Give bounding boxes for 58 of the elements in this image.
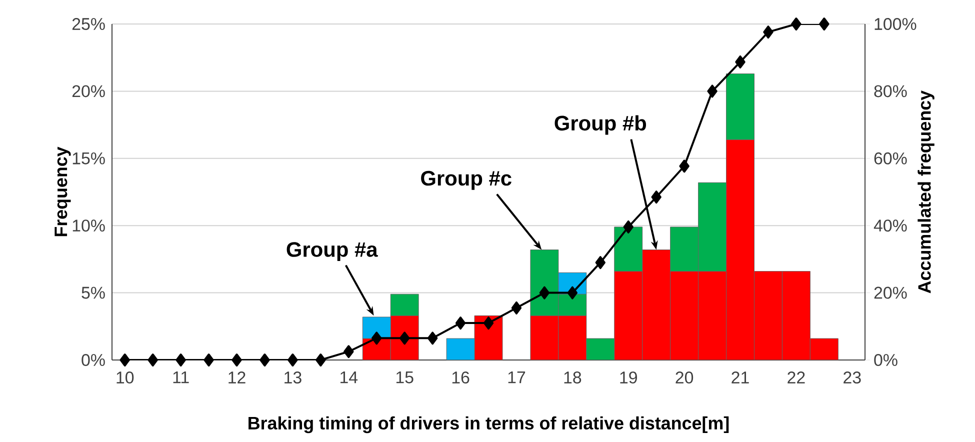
- y-axis-title: Frequency: [54, 146, 71, 236]
- y2-tick-label: 60%: [874, 152, 907, 164]
- point: [819, 18, 830, 30]
- point: [232, 354, 242, 366]
- point: [372, 332, 382, 345]
- y2-tick-label: 80%: [874, 85, 907, 98]
- point: [595, 256, 606, 270]
- point: [763, 26, 774, 39]
- point: [483, 316, 494, 330]
- annotation: Group #a: [286, 242, 378, 262]
- point: [204, 354, 214, 366]
- x-tick-label: 17: [508, 372, 526, 384]
- point: [791, 18, 802, 30]
- x-tick-label: 23: [844, 372, 861, 384]
- x-tick-label: 12: [228, 372, 246, 384]
- point: [316, 354, 326, 366]
- x-tick-label: 11: [173, 372, 189, 384]
- point: [511, 301, 522, 314]
- x-tick-label: 16: [452, 372, 470, 384]
- y2-tick-label: 40%: [874, 220, 907, 232]
- x-tick-label: 14: [340, 372, 358, 384]
- point: [539, 286, 550, 300]
- point: [120, 354, 130, 366]
- point: [260, 354, 270, 366]
- x-axis-title: Braking timing of drivers in terms of relative distance[m]: [248, 416, 729, 434]
- y-tick-label: 5%: [82, 286, 105, 299]
- x-tick-label: 22: [788, 372, 805, 384]
- point: [344, 345, 354, 358]
- y-tick-label: 25%: [72, 18, 105, 30]
- point: [707, 84, 718, 98]
- y2-tick-label: 0%: [874, 354, 898, 366]
- x-tick-label: 21: [732, 372, 749, 384]
- y2-tick-label: 100%: [874, 18, 916, 30]
- y2-axis-title: Accumulated frequency: [918, 90, 934, 294]
- point: [427, 332, 438, 345]
- y-tick-label: 20%: [72, 85, 105, 98]
- y-tick-label: 15%: [72, 152, 105, 164]
- x-tick-label: 13: [284, 372, 302, 384]
- annotation: Group #c: [421, 170, 512, 190]
- point: [651, 190, 662, 204]
- x-tick-label: 18: [564, 372, 582, 384]
- point: [148, 354, 158, 366]
- annotation: Group #b: [554, 115, 646, 135]
- x-tick-label: 19: [620, 372, 637, 384]
- point: [623, 220, 634, 234]
- point: [288, 354, 298, 366]
- point: [176, 354, 186, 366]
- x-tick-label: 15: [396, 372, 414, 384]
- point: [735, 55, 746, 68]
- point: [679, 160, 690, 173]
- y-tick-label: 10%: [72, 220, 105, 232]
- point: [567, 286, 578, 300]
- point: [399, 332, 410, 345]
- x-tick-label: 20: [676, 372, 694, 384]
- y-tick-label: 0%: [82, 354, 105, 366]
- y2-tick-label: 20%: [874, 286, 907, 299]
- point: [455, 316, 466, 330]
- x-tick-label: 10: [116, 372, 134, 384]
